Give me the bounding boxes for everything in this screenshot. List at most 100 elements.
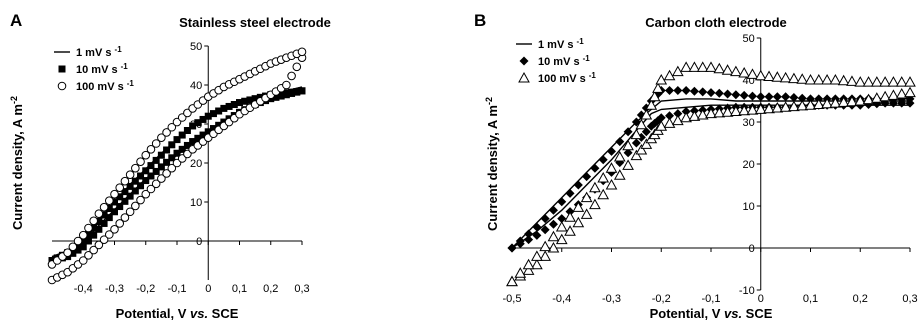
data-point (131, 163, 140, 173)
data-point (95, 218, 103, 225)
data-point (204, 112, 212, 120)
data-point (665, 86, 675, 95)
data-point (90, 231, 98, 239)
panel-letter: A (10, 11, 22, 30)
x-tick-label: -0,4 (552, 293, 571, 305)
data-point (136, 157, 145, 166)
data-point (713, 62, 726, 74)
data-point (879, 90, 891, 102)
data-point (105, 205, 113, 212)
x-axis-label: Potential, V vs. SCE (650, 306, 773, 321)
data-point (141, 189, 151, 199)
data-point (597, 188, 610, 200)
data-point (887, 76, 900, 87)
data-point (681, 86, 691, 95)
data-point (524, 235, 534, 245)
data-point (648, 90, 661, 102)
data-point (225, 102, 233, 110)
chart-title: Carbon cloth electrode (645, 15, 787, 30)
data-point (731, 90, 741, 100)
data-point (862, 93, 875, 105)
data-point (539, 250, 552, 261)
data-point (555, 220, 568, 232)
data-point (163, 146, 171, 154)
x-tick-label: -0,5 (503, 293, 522, 305)
data-point (110, 189, 119, 199)
data-point (147, 172, 155, 180)
x-tick-label: -0,3 (602, 293, 621, 305)
data-point (688, 61, 701, 72)
data-point (754, 69, 767, 81)
data-point (194, 119, 202, 127)
data-point (622, 159, 634, 170)
data-point (721, 64, 734, 75)
data-point (689, 86, 699, 96)
data-point (615, 137, 625, 147)
data-point (640, 138, 653, 149)
data-point (189, 138, 197, 146)
legend-swatch (58, 65, 66, 73)
data-point (141, 150, 151, 160)
x-tick-label: -0,3 (105, 283, 124, 295)
data-point (199, 115, 207, 123)
data-point (126, 192, 134, 200)
data-point (95, 225, 103, 233)
data-point (862, 76, 875, 87)
data-point (696, 108, 709, 120)
legend-label: 100 mV s -1 (538, 71, 596, 86)
data-point (282, 89, 290, 97)
data-point (548, 219, 558, 229)
data-point (557, 214, 567, 224)
data-point (680, 61, 692, 72)
data-point (84, 223, 93, 233)
data-point (613, 169, 626, 180)
chart-title: Stainless steel electrode (179, 15, 331, 30)
data-point (613, 150, 626, 162)
data-point (854, 94, 867, 106)
data-point (706, 88, 716, 98)
data-point (580, 191, 593, 203)
data-point (812, 98, 825, 109)
data-point (804, 99, 817, 110)
data-point (531, 258, 543, 270)
data-point (94, 240, 104, 250)
data-point (698, 87, 708, 97)
data-point (779, 101, 792, 112)
data-point (209, 110, 217, 118)
data-point (288, 88, 296, 96)
data-point (572, 201, 585, 212)
y-tick-label: 30 (743, 117, 755, 129)
data-point (895, 76, 908, 87)
data-point (771, 101, 784, 113)
data-point (199, 131, 207, 139)
data-point (547, 241, 560, 253)
data-point (764, 92, 774, 102)
y-tick-label: 10 (190, 197, 202, 209)
legend-label: 1 mV s -1 (76, 45, 122, 60)
data-point (251, 95, 259, 103)
y-tick-label: -10 (739, 285, 755, 297)
data-point (142, 177, 150, 185)
data-point (532, 222, 542, 232)
data-point (215, 121, 223, 129)
data-point (605, 162, 618, 173)
data-point (79, 243, 87, 251)
y-tick-label: 0 (196, 236, 202, 248)
y-tick-label: 10 (743, 201, 755, 213)
data-point (209, 125, 217, 133)
y-axis-label: Current density, A m-2 (484, 97, 500, 231)
chart-panel-b: B Carbon cloth electrode-1001020304050-0,… (474, 11, 918, 321)
data-point (796, 73, 809, 84)
data-point (723, 89, 733, 99)
data-point (738, 104, 751, 116)
data-point (297, 47, 307, 57)
y-tick-label: 20 (743, 159, 755, 171)
data-point (539, 240, 552, 252)
panel-letter: B (474, 11, 486, 30)
data-point (714, 88, 724, 98)
data-point (125, 207, 135, 217)
data-point (136, 195, 145, 205)
data-point (631, 138, 641, 148)
data-point (665, 111, 675, 121)
